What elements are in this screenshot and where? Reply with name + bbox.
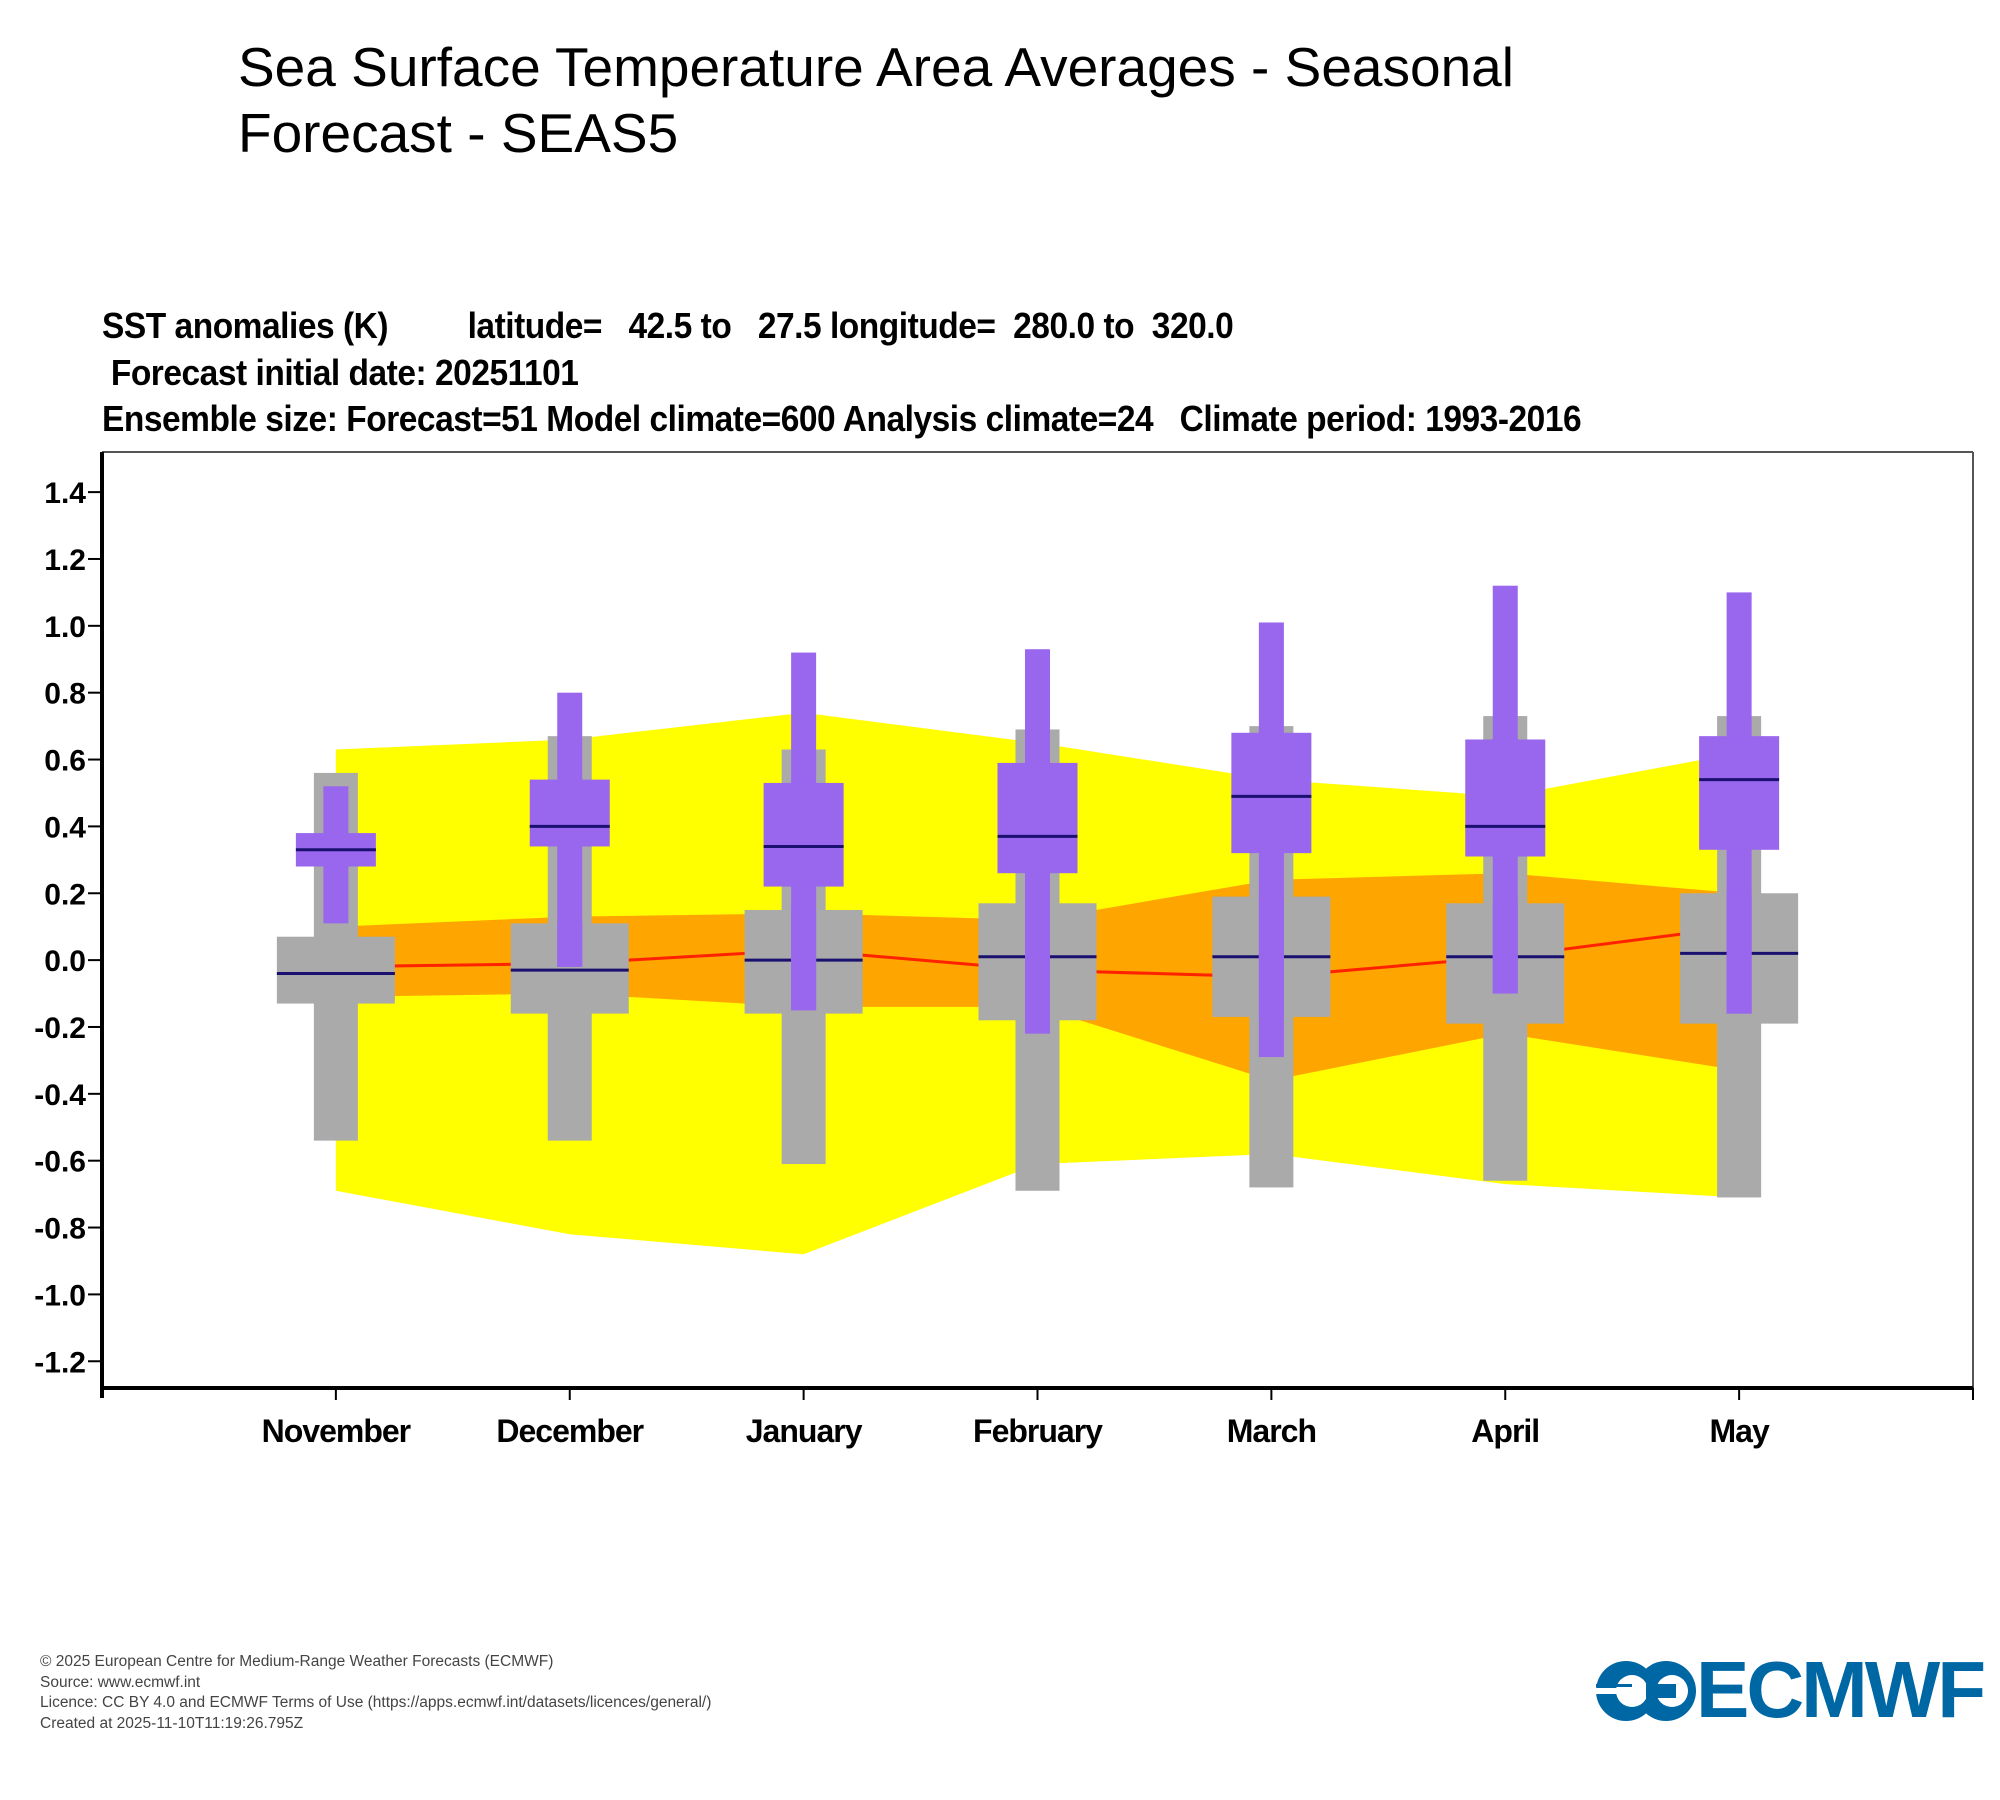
chart-header-line-3: Ensemble size: Forecast=51 Model climate… [102, 398, 1582, 439]
y-tick-label: -0.6 [34, 1146, 86, 1179]
ecmwf-logo-text: ECMWF [1696, 1645, 1986, 1734]
x-tick-label-february: February [973, 1413, 1103, 1449]
ecmwf-logo-icon [1596, 1661, 1696, 1721]
forecast-iqr-box [1699, 736, 1780, 850]
y-tick-label: 0.4 [44, 811, 86, 844]
forecast-whisker-overlay [1726, 893, 1752, 1014]
box-plots [276, 585, 1799, 1198]
y-tick-label: -0.4 [34, 1079, 86, 1112]
model-climate-iqr-box [276, 936, 395, 1004]
x-tick-label-april: April [1471, 1413, 1539, 1449]
forecast-iqr-box [763, 782, 844, 887]
y-tick-label: -0.8 [34, 1213, 86, 1246]
y-tick-label: 0.2 [44, 878, 86, 911]
y-tick-label: 0.8 [44, 678, 86, 711]
forecast-whisker-overlay [1492, 903, 1518, 994]
y-tick-label: -0.2 [34, 1012, 86, 1045]
footer-created: Created at 2025-11-10T11:19:26.795Z [40, 1714, 304, 1732]
footer-source: Source: www.ecmwf.int [40, 1673, 201, 1691]
forecast-whisker-overlay [791, 909, 817, 1011]
x-tick-label-november: November [262, 1413, 411, 1449]
forecast-iqr-box [1231, 732, 1312, 854]
model-climate-box-november [276, 772, 395, 1141]
y-tick-label: 1.2 [44, 544, 86, 577]
y-tick-label: 1.4 [44, 477, 86, 510]
x-tick-label-march: March [1227, 1413, 1316, 1449]
x-tick-label-january: January [746, 1413, 863, 1449]
forecast-iqr-box [529, 779, 610, 847]
y-tick-label: 0.0 [44, 945, 86, 978]
ecmwf-logo: ECMWF [1596, 1650, 1986, 1730]
forecast-box-december [529, 692, 610, 967]
footer-licence: Licence: CC BY 4.0 and ECMWF Terms of Us… [40, 1694, 712, 1711]
chart-header-line-2: Forecast initial date: 20251101 [102, 352, 579, 393]
footer-copyright: © 2025 European Centre for Medium-Range … [40, 1653, 554, 1670]
y-axis: 1.4 1.2 1.0 0.8 0.6 0.4 0.2 0.0 -0.2 -0.4 -0.6 -0.8… [34, 477, 102, 1379]
forecast-iqr-box [997, 762, 1078, 874]
x-axis: November December January February March Apri… [262, 1388, 1771, 1449]
logo-bar [1596, 1684, 1632, 1687]
logo-middle [1646, 1684, 1676, 1698]
y-tick-label: 1.0 [44, 611, 86, 644]
y-tick-label: -1.0 [34, 1279, 86, 1312]
x-tick-label-december: December [496, 1413, 643, 1449]
footer: © 2025 European Centre for Medium-Range … [40, 1652, 711, 1734]
chart-header-line-1: SST anomalies (K) latitude= 42.5 to 27.5… [102, 305, 1234, 346]
forecast-iqr-box [1465, 739, 1546, 857]
page-title: Sea Surface Temperature Area Averages - … [238, 36, 1514, 164]
y-tick-label: -1.2 [34, 1346, 86, 1379]
x-tick-label-may: May [1710, 1413, 1770, 1449]
forecast-whisker-overlay [1025, 903, 1050, 1021]
sst-chart: 1.4 1.2 1.0 0.8 0.6 0.4 0.2 0.0 -0.2 -0.4 -0.6 -0.8… [34, 451, 1974, 1449]
forecast-whisker-overlay [1258, 896, 1284, 1017]
forecast-whisker-overlay [557, 923, 583, 967]
logo-bar-gap [1596, 1688, 1636, 1694]
y-tick-label: 0.6 [44, 745, 86, 778]
